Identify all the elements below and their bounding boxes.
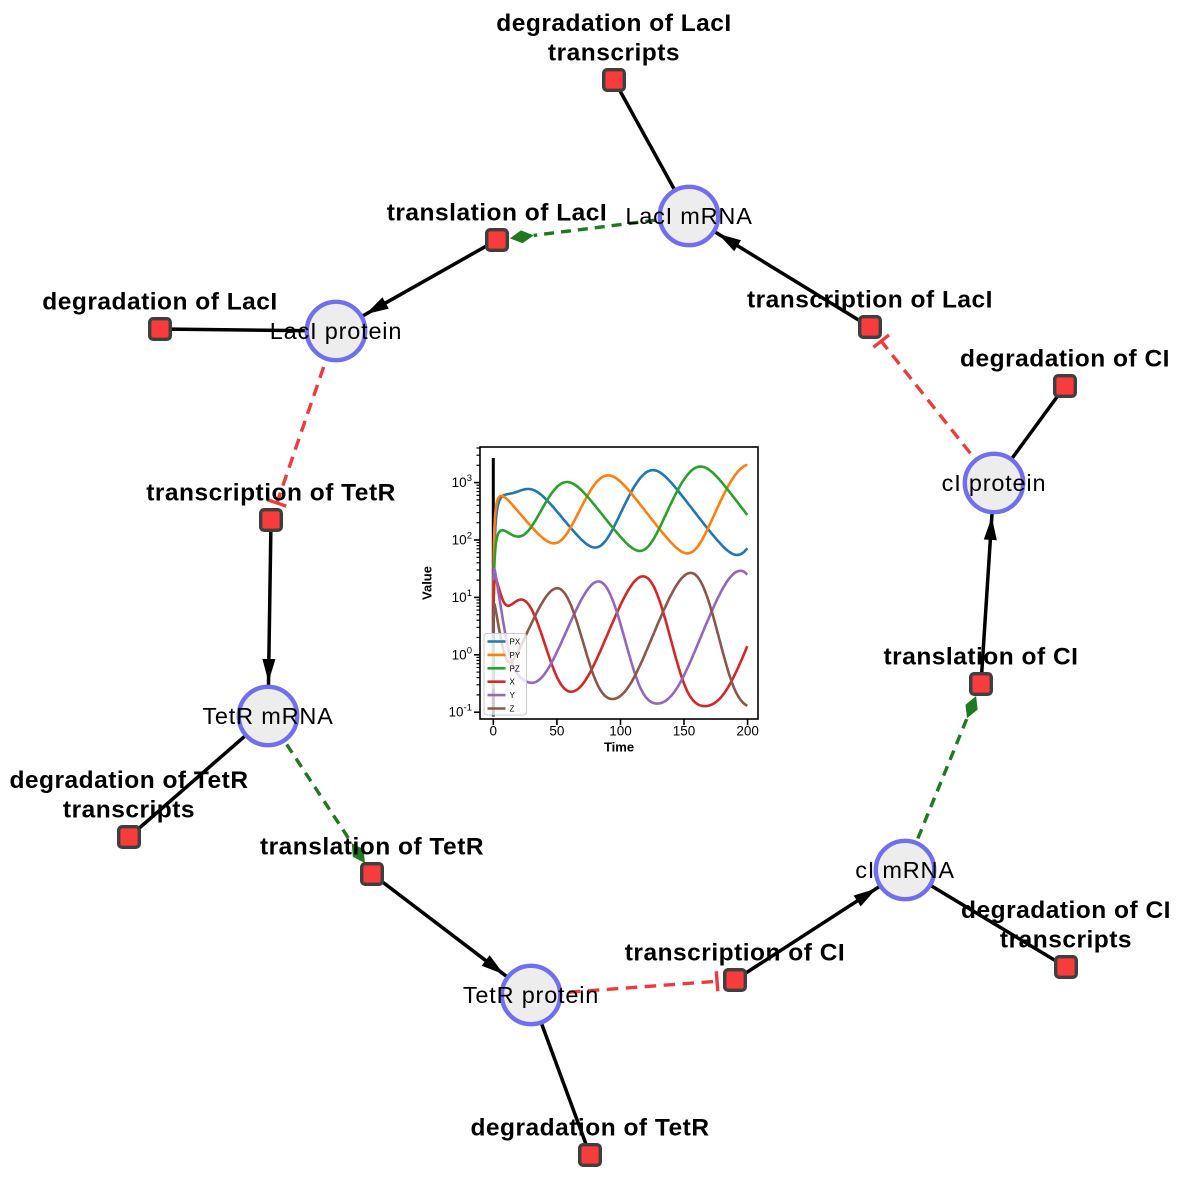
svg-text:degradation of CI: degradation of CI (960, 346, 1170, 373)
svg-text:TetR protein: TetR protein (463, 982, 599, 1008)
svg-text:transcription of CI: transcription of CI (625, 940, 845, 967)
svg-text:Time: Time (604, 740, 634, 755)
svg-text:PX: PX (510, 638, 521, 647)
svg-text:LacI protein: LacI protein (270, 318, 402, 344)
svg-text:cI protein: cI protein (942, 470, 1047, 496)
svg-text:degradation of TetR: degradation of TetR (470, 1115, 709, 1142)
svg-text:translation of CI: translation of CI (884, 644, 1079, 671)
svg-text:degradation of CI: degradation of CI (961, 897, 1171, 924)
svg-text:X: X (510, 678, 516, 687)
svg-text:transcripts: transcripts (548, 40, 680, 67)
svg-text:PY: PY (510, 651, 521, 660)
svg-text:150: 150 (673, 724, 696, 739)
svg-text:translation of LacI: translation of LacI (387, 200, 608, 227)
svg-text:degradation of TetR: degradation of TetR (9, 767, 248, 794)
svg-text:degradation of LacI: degradation of LacI (496, 10, 731, 37)
svg-text:degradation of LacI: degradation of LacI (42, 289, 277, 316)
svg-text:Value: Value (420, 566, 435, 600)
svg-text:50: 50 (549, 724, 564, 739)
svg-text:TetR mRNA: TetR mRNA (202, 703, 333, 729)
svg-text:transcription of TetR: transcription of TetR (146, 480, 396, 507)
svg-text:200: 200 (736, 724, 759, 739)
svg-text:PZ: PZ (510, 664, 520, 673)
svg-text:LacI mRNA: LacI mRNA (625, 203, 752, 229)
svg-text:cI mRNA: cI mRNA (855, 857, 955, 883)
svg-text:Z: Z (510, 705, 515, 714)
svg-text:transcripts: transcripts (63, 797, 195, 824)
svg-text:transcription of LacI: transcription of LacI (747, 287, 993, 314)
svg-text:100: 100 (609, 724, 632, 739)
svg-text:transcripts: transcripts (1000, 927, 1132, 954)
svg-text:translation of TetR: translation of TetR (260, 834, 484, 861)
svg-text:Y: Y (510, 691, 516, 700)
svg-text:0: 0 (490, 724, 498, 739)
